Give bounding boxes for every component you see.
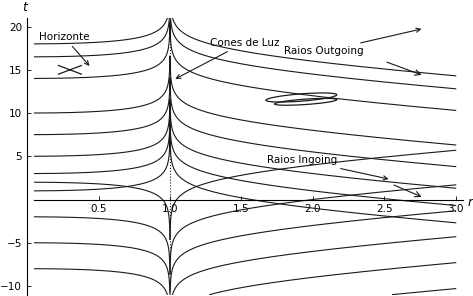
- Text: Horizonte: Horizonte: [38, 32, 89, 65]
- Text: r: r: [467, 196, 472, 209]
- Text: Raios Outgoing: Raios Outgoing: [284, 28, 420, 56]
- Text: t: t: [22, 1, 26, 14]
- Text: Raios Ingoing: Raios Ingoing: [267, 155, 387, 180]
- Text: Cones de Luz: Cones de Luz: [176, 38, 280, 78]
